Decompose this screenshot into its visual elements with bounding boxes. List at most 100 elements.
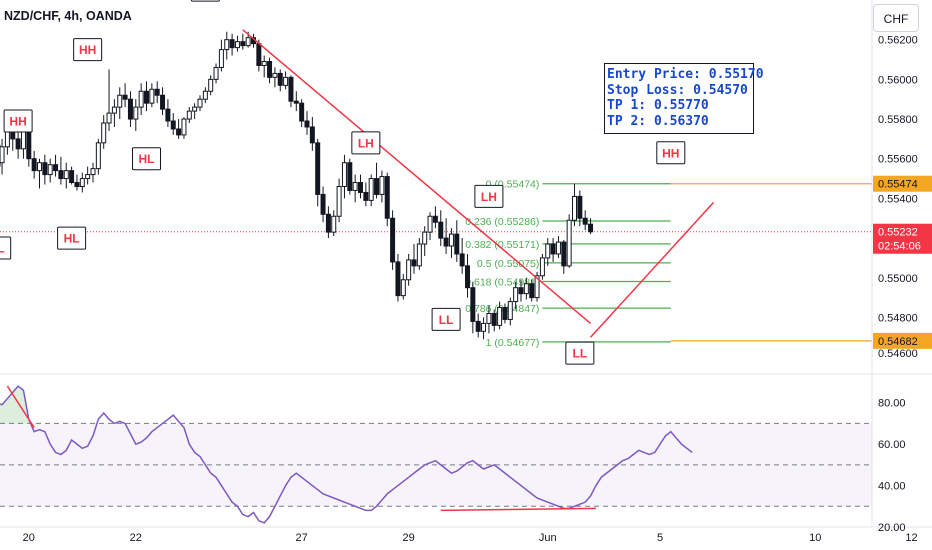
candle-body: [395, 261, 401, 297]
candle-body: [427, 215, 433, 233]
time-tick-label: Jun: [539, 532, 557, 544]
currency-button[interactable]: CHF: [873, 4, 919, 32]
candle-body: [293, 100, 299, 104]
candle-body: [160, 94, 166, 110]
structure-label-text: HL: [139, 152, 155, 166]
candle-body: [465, 265, 470, 289]
candle-body: [53, 164, 59, 172]
candle-body: [79, 178, 85, 187]
time-tick-label: 29: [403, 532, 415, 544]
price-axis-label-text: 0.55232: [878, 227, 918, 239]
chart-title: NZD/CHF, 4h, OANDA: [4, 9, 132, 23]
candle-body: [138, 90, 144, 108]
time-tick-label: 27: [296, 532, 308, 544]
candle-body: [197, 98, 203, 108]
candle-body: [315, 142, 321, 195]
candle-body: [37, 162, 42, 172]
candle-body: [111, 106, 117, 114]
candle-body: [15, 138, 21, 150]
time-tick-label: 10: [809, 532, 821, 544]
candle-body: [443, 237, 449, 247]
candle-body: [331, 215, 337, 233]
candle-body: [69, 170, 75, 184]
candle-body: [181, 118, 187, 136]
candle-body: [176, 128, 182, 136]
candle-body: [384, 176, 390, 219]
candle-body: [272, 72, 278, 78]
candle-body: [470, 287, 476, 322]
structure-label-hh: HH: [190, 0, 220, 2]
candle-body: [588, 223, 594, 233]
candle-body: [101, 122, 107, 144]
candle-body: [481, 322, 487, 332]
candle-body: [523, 283, 529, 295]
candle-body: [518, 287, 524, 295]
candle-body: [400, 279, 406, 297]
candle-body: [47, 164, 53, 176]
candle-body: [192, 106, 198, 112]
structure-label-ll: LL: [565, 341, 595, 365]
structure-label-text: HH: [9, 115, 26, 129]
rsi-pane: [0, 385, 872, 524]
candle-body: [432, 215, 438, 223]
structure-label-hh: HH: [656, 141, 686, 165]
candle-body: [502, 307, 508, 320]
structure-label-hl: HL: [0, 236, 12, 260]
candle-body: [58, 170, 64, 180]
structure-label-hh: HH: [73, 38, 103, 62]
price-tick-label: 0.54800: [878, 312, 918, 324]
candle-body: [507, 301, 513, 320]
candle-body: [202, 90, 208, 100]
candle-body: [572, 195, 577, 221]
fib-level-label: 1 (0.54677): [486, 337, 540, 349]
candle-body: [149, 88, 155, 104]
candle-body: [0, 146, 5, 164]
price-axis-label-text: 0.55474: [878, 179, 918, 191]
candle-body: [256, 43, 262, 66]
candle-body: [229, 39, 235, 49]
candle-body: [582, 217, 588, 225]
price-tick-label: 0.55800: [878, 114, 918, 126]
price-axis-label: 0.55474: [873, 175, 932, 192]
candle-body: [309, 126, 315, 144]
candle-body: [374, 178, 380, 195]
candle-body: [555, 241, 561, 255]
candle-body: [529, 283, 535, 299]
candle-body: [411, 259, 417, 267]
price-countdown-text: 02:54:06: [878, 241, 921, 253]
candle-body: [63, 170, 69, 180]
price-tick-label: 0.56200: [878, 35, 918, 47]
candle-body: [277, 72, 283, 86]
candle-body: [416, 243, 422, 267]
candle-body: [31, 158, 37, 172]
candle-body: [304, 120, 310, 128]
candle-body: [486, 312, 492, 324]
candle-body: [4, 130, 10, 148]
structure-label-text: LH: [358, 136, 374, 150]
candle-body: [299, 102, 305, 122]
candle-body: [208, 78, 214, 92]
time-tick-label: 22: [130, 532, 142, 544]
candle-body: [267, 61, 273, 78]
rsi-divergence-line: [440, 507, 596, 512]
candle-body: [566, 219, 572, 267]
candle-body: [422, 231, 428, 245]
candle-body: [454, 233, 460, 255]
trendline: [242, 29, 592, 324]
structure-label-ll: LL: [431, 307, 461, 331]
structure-label-text: HL: [0, 242, 5, 256]
price-axis-label: 0.55232 02:54:06: [873, 223, 932, 254]
rsi-tick-label: 80.00: [878, 398, 906, 410]
candle-body: [358, 182, 363, 193]
candle-body: [336, 186, 342, 217]
candle-body: [117, 94, 123, 108]
price-tick-label: 0.55400: [878, 193, 918, 205]
price-axis-label-text: 0.54682: [878, 336, 918, 348]
candle-body: [170, 120, 176, 130]
candle-body: [218, 49, 224, 68]
fib-level-label: 0.786 (0.54847): [465, 303, 539, 315]
candle-body: [95, 142, 101, 170]
fib-level-label: 0.5 (0.55075): [477, 258, 539, 270]
